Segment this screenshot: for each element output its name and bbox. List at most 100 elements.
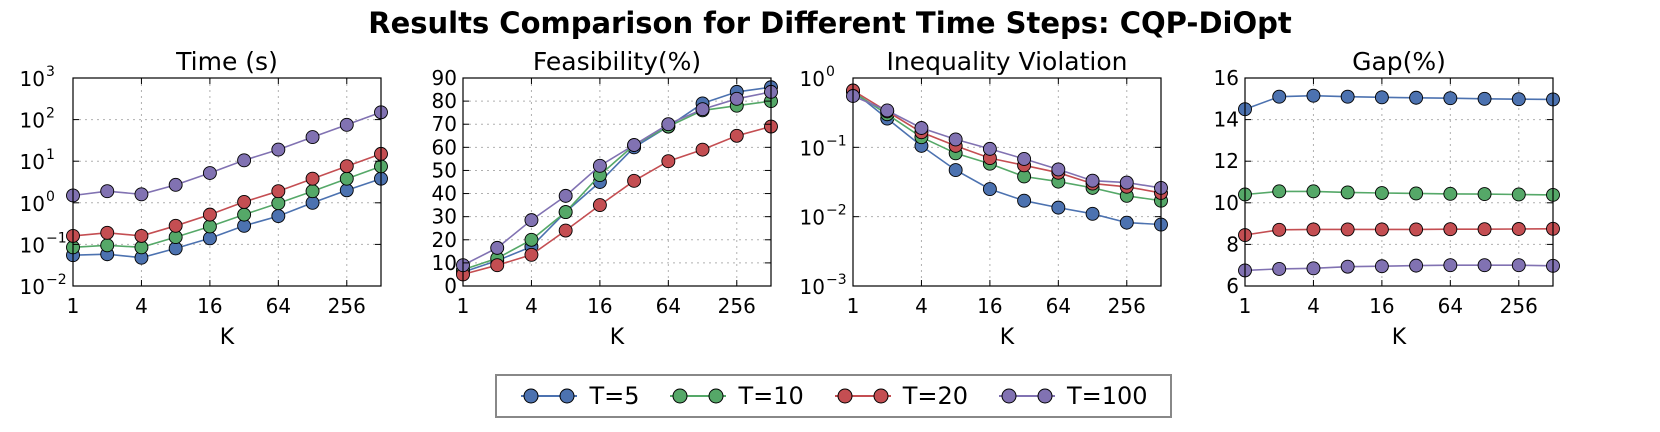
series-line-t-20 bbox=[1244, 228, 1554, 236]
plot-frame bbox=[72, 77, 382, 287]
data-point-t-5 bbox=[305, 195, 320, 210]
y-tick-label: 10 bbox=[800, 67, 825, 91]
x-tick-label: 64 bbox=[1438, 294, 1463, 318]
panel-title: Gap(%) bbox=[1352, 47, 1446, 76]
data-point-t-5 bbox=[1017, 193, 1032, 208]
data-point-t-20 bbox=[1374, 222, 1389, 237]
series-line-t-100 bbox=[72, 111, 382, 197]
x-tick-label: 4 bbox=[915, 294, 928, 318]
data-point-t-20 bbox=[1340, 222, 1355, 237]
data-point-t-100 bbox=[592, 158, 607, 173]
data-point-t-5 bbox=[271, 209, 286, 224]
series-line-t-10 bbox=[72, 165, 382, 249]
series-line-t-5 bbox=[852, 90, 1162, 226]
x-axis-label: K bbox=[220, 325, 235, 350]
data-point-t-100 bbox=[880, 103, 895, 118]
y-tick-label-exponent: −2 bbox=[826, 203, 847, 219]
data-point-t-20 bbox=[237, 194, 252, 209]
y-tick-label: 10 bbox=[800, 136, 825, 160]
legend-label-t20: T=20 bbox=[902, 382, 969, 410]
data-point-t-100 bbox=[271, 142, 286, 157]
y-tick-label: 10 bbox=[800, 206, 825, 230]
data-point-t-5 bbox=[202, 231, 217, 246]
data-point-t-10 bbox=[558, 205, 573, 219]
legend-item-t100: T=100 bbox=[997, 382, 1148, 410]
x-tick-label: 256 bbox=[1108, 294, 1146, 318]
x-tick-label: 4 bbox=[1307, 294, 1320, 318]
data-point-t-5 bbox=[1051, 200, 1066, 215]
y-tick-label: 14 bbox=[1214, 108, 1239, 132]
data-point-t-5 bbox=[1409, 90, 1424, 105]
x-tick-label: 256 bbox=[328, 294, 366, 318]
data-point-t-100 bbox=[490, 240, 505, 255]
data-point-t-10 bbox=[305, 184, 320, 199]
series-line-t-20 bbox=[462, 125, 772, 276]
data-point-t-20 bbox=[202, 207, 217, 222]
panel-title: Time (s) bbox=[175, 47, 278, 76]
x-tick-label: 1 bbox=[1239, 294, 1252, 318]
data-point-t-10 bbox=[1374, 186, 1389, 200]
data-point-t-5 bbox=[1443, 91, 1458, 106]
data-point-t-20 bbox=[1477, 222, 1492, 237]
data-point-t-100 bbox=[305, 130, 320, 145]
series-line-t-100 bbox=[462, 91, 772, 266]
plot-frame bbox=[462, 77, 772, 287]
data-point-t-100 bbox=[1511, 258, 1526, 273]
data-point-t-100 bbox=[1051, 162, 1066, 177]
panel-title: Inequality Violation bbox=[886, 47, 1127, 76]
series-line-t-10 bbox=[852, 91, 1162, 202]
data-point-t-10 bbox=[1272, 184, 1287, 199]
data-point-t-20 bbox=[134, 228, 149, 243]
y-tick-label: 10 bbox=[20, 150, 45, 174]
data-point-t-10 bbox=[202, 219, 217, 234]
data-point-t-5 bbox=[339, 183, 354, 198]
data-point-t-5 bbox=[1272, 89, 1287, 104]
x-axis-label: K bbox=[1392, 325, 1407, 350]
data-point-t-20 bbox=[524, 247, 539, 262]
data-point-t-100 bbox=[1272, 261, 1287, 276]
data-point-t-10 bbox=[271, 196, 286, 211]
y-tick-label: 10 bbox=[432, 251, 457, 275]
data-point-t-20 bbox=[1409, 222, 1424, 237]
y-tick-label: 12 bbox=[1214, 149, 1239, 173]
data-point-t-20 bbox=[661, 154, 676, 169]
data-point-t-10 bbox=[524, 232, 539, 247]
legend-marker-t10 bbox=[670, 388, 727, 404]
x-tick-label: 1 bbox=[847, 294, 860, 318]
data-point-t-100 bbox=[1374, 259, 1389, 274]
data-point-t-20 bbox=[558, 223, 573, 238]
series-line-t-5 bbox=[1244, 94, 1554, 110]
data-point-t-20 bbox=[490, 258, 505, 273]
legend-item-t20: T=20 bbox=[833, 382, 968, 410]
x-tick-label: 16 bbox=[587, 294, 612, 318]
x-tick-label: 256 bbox=[1500, 294, 1538, 318]
y-tick-label: 80 bbox=[432, 89, 457, 113]
data-point-t-20 bbox=[592, 198, 607, 213]
data-point-t-5 bbox=[948, 163, 963, 178]
data-point-t-100 bbox=[134, 187, 149, 202]
data-point-t-100 bbox=[1443, 258, 1458, 273]
data-point-t-20 bbox=[1272, 222, 1287, 237]
data-point-t-20 bbox=[1511, 222, 1526, 236]
data-point-t-10 bbox=[1443, 186, 1458, 201]
x-tick-label: 256 bbox=[718, 294, 756, 318]
series-line-t-20 bbox=[852, 89, 1162, 194]
data-point-t-10 bbox=[1306, 184, 1321, 199]
panel-title: Feasibility(%) bbox=[533, 47, 701, 76]
data-point-t-20 bbox=[1443, 222, 1458, 237]
y-tick-label: 6 bbox=[1226, 274, 1239, 298]
data-point-t-100 bbox=[100, 184, 115, 199]
legend-item-t5: T=5 bbox=[519, 382, 640, 410]
data-point-t-100 bbox=[729, 91, 744, 106]
plot-frame bbox=[1244, 77, 1554, 287]
y-tick-label: 10 bbox=[20, 67, 45, 91]
data-point-t-100 bbox=[1477, 258, 1492, 273]
x-tick-label: 4 bbox=[135, 294, 148, 318]
y-tick-label: 10 bbox=[800, 275, 825, 299]
data-point-t-100 bbox=[914, 121, 929, 135]
